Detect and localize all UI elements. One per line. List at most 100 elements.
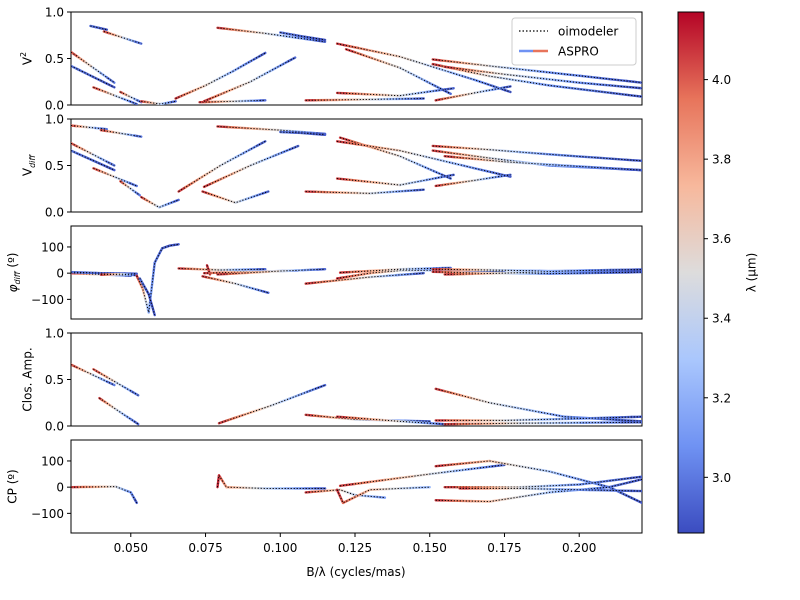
oimodeler-line: [305, 189, 424, 194]
aspro-segment: [598, 479, 612, 484]
aspro-segment: [432, 169, 444, 177]
legend-aspro-label: ASPRO: [558, 45, 599, 59]
aspro-segment: [105, 82, 116, 89]
aspro-segment: [377, 181, 391, 186]
oimodeler-line: [459, 487, 642, 492]
oimodeler-line: [444, 155, 642, 171]
vdiff-series-9: [202, 144, 300, 189]
aspro-segment: [121, 178, 131, 185]
closamp-ytick-label: 1.0: [45, 327, 64, 341]
aspro-segment: [237, 126, 251, 130]
panel-closamp: 0.0 0.5 1.0 Clos. Amp.: [21, 327, 643, 434]
oimodeler-line: [432, 63, 642, 98]
panel-cp: −100 0 100 CP (º): [6, 439, 643, 534]
vdiff-series-1: [99, 128, 143, 138]
colorbar-tick-label: 3.6: [712, 232, 731, 246]
x-axis-label: B/λ (cycles/mas): [306, 565, 405, 579]
aspro-segment: [388, 53, 402, 58]
aspro-segment: [407, 92, 419, 96]
aspro-segment: [518, 465, 531, 470]
aspro-segment: [478, 63, 491, 68]
aspro-segment: [443, 87, 455, 91]
closamp-series-0: [71, 363, 116, 387]
aspro-segment: [105, 160, 116, 167]
cp-series-6: [434, 478, 642, 503]
aspro-segment: [151, 269, 155, 281]
panel-v2: 0.0 0.5 1.0 V2: [19, 6, 643, 113]
panel-phidiff: −100 0 100 φdiff (º): [6, 225, 643, 320]
aspro-segment: [377, 418, 391, 422]
aspro-segment: [488, 498, 501, 503]
aspro-segment: [356, 143, 370, 148]
oimodeler-line: [444, 66, 642, 89]
aspro-segment: [279, 60, 289, 67]
v2-series-3: [71, 64, 116, 89]
aspro-segment: [368, 191, 381, 195]
aspro-segment: [121, 97, 131, 103]
closamp-ytick-label: 0.5: [45, 373, 64, 387]
oimodeler-line: [435, 174, 511, 187]
legend: oimodeler ASPRO: [511, 17, 637, 66]
aspro-segment: [441, 59, 453, 63]
oimodeler-line: [203, 145, 299, 188]
ylabel-cp: CP (º): [6, 469, 20, 503]
colorbar-tick-label: 3.2: [712, 391, 731, 405]
v2-series-13: [335, 87, 455, 97]
aspro-segment: [415, 75, 427, 83]
aspro-segment: [461, 394, 473, 400]
colorbar-gradient: [677, 11, 705, 534]
oimodeler-line: [216, 473, 326, 489]
aspro-segment: [443, 154, 456, 159]
ylabel-closamp: Clos. Amp.: [21, 347, 35, 411]
aspro-segment: [431, 58, 444, 62]
aspro-segment: [237, 271, 251, 275]
oimodeler-line: [71, 150, 115, 171]
phidiff-ytick-label: 0: [56, 267, 64, 281]
aspro-segment: [234, 152, 245, 159]
aspro-segment: [538, 82, 551, 87]
aspro-segment: [470, 460, 482, 464]
vdiff-series-12: [304, 188, 425, 195]
aspro-segment: [232, 28, 243, 32]
aspro-segment: [478, 155, 491, 160]
vdiff-series-11: [279, 130, 327, 137]
v2-series-14: [344, 48, 452, 96]
aspro-segment: [226, 416, 238, 422]
aspro-segment: [398, 66, 410, 74]
aspro-segment: [305, 387, 318, 394]
colorbar-tick-label: 4.0: [712, 73, 731, 87]
aspro-segment: [252, 407, 264, 413]
v2-series-4: [92, 86, 138, 105]
aspro-segment: [398, 182, 411, 187]
aspro-segment: [344, 48, 357, 54]
aspro-segment: [450, 146, 463, 150]
oimodeler-line: [100, 129, 142, 138]
phidiff-series-4: [138, 277, 156, 317]
aspro-segment: [425, 177, 437, 182]
vdiff-ytick-label: 1.0: [45, 113, 64, 127]
aspro-segment: [568, 475, 581, 481]
phidiff-ytick-label: −100: [31, 293, 64, 307]
cp-series-7: [443, 475, 642, 489]
oimodeler-line: [141, 196, 179, 208]
oimodeler-line: [345, 48, 451, 95]
aspro-segment: [548, 490, 561, 494]
aspro-segment: [84, 149, 94, 156]
v2-series-19: [443, 65, 642, 90]
aspro-segment: [149, 286, 153, 298]
oimodeler-line: [336, 43, 511, 93]
ylabel-phidiff: φdiff (º): [6, 253, 23, 293]
oimodeler-line: [444, 421, 642, 425]
aspro-segment: [226, 156, 237, 163]
phidiff-series-6: [201, 275, 270, 294]
aspro-segment: [473, 157, 486, 162]
xtick-label: 0.050: [114, 541, 148, 555]
v2-series-9: [202, 56, 297, 103]
aspro-segment: [335, 177, 349, 181]
phidiff-series-8: [205, 264, 212, 276]
colorbar-tick-label: 3.8: [712, 153, 731, 167]
aspro-segment: [563, 154, 582, 158]
vdiff-series-4: [92, 167, 138, 188]
panel-vdiff: 0.0 0.5 1.0 Vdiff: [21, 113, 643, 220]
cp-series-0: [71, 485, 138, 505]
